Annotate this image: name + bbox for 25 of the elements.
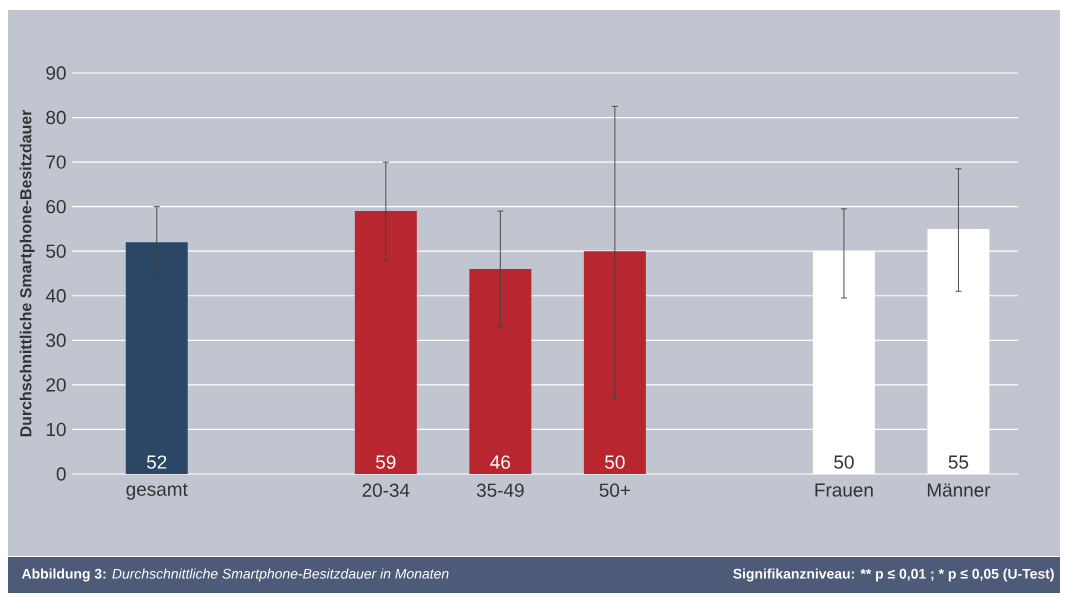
y-tick-label: 0: [56, 467, 66, 481]
x-tick-label: Männer: [927, 483, 991, 497]
text: Signifikanzniveau: ** p ≤ 0,01 ; * p ≤ 0,05 (U-Test): [733, 568, 1054, 582]
y-tick-label: 20: [46, 378, 66, 392]
y-tick-label: 70: [46, 155, 66, 169]
y-tick-label: 80: [46, 110, 66, 125]
text: Abbildung 3: Durchschnittliche Smartphone-Besitzdauer in Monaten: [21, 568, 449, 582]
y-tick-label: 90: [46, 66, 66, 80]
x-tick-label: Frauen: [815, 483, 873, 497]
data-label: 50: [605, 455, 625, 469]
data-label: 59: [376, 455, 396, 469]
data-label: 55: [948, 455, 969, 469]
y-axis-title: Durchschnittliche Smartphone-Besitzdauer: [19, 109, 35, 437]
x-tick-label: 50+: [599, 483, 630, 497]
data-label: 50: [834, 455, 854, 469]
y-tick-label: 10: [46, 422, 66, 437]
y-tick-label: 30: [46, 333, 66, 348]
x-tick-label: 20-34: [362, 483, 410, 497]
x-tick-label: gesamt: [126, 483, 188, 500]
data-label: 46: [490, 455, 511, 469]
y-tick-label: 40: [45, 289, 66, 303]
x-tick-label: 35-49: [476, 483, 524, 497]
y-tick-label: 60: [46, 199, 66, 214]
y-tick-label: 50: [46, 244, 66, 258]
data-label: 52: [146, 455, 167, 469]
